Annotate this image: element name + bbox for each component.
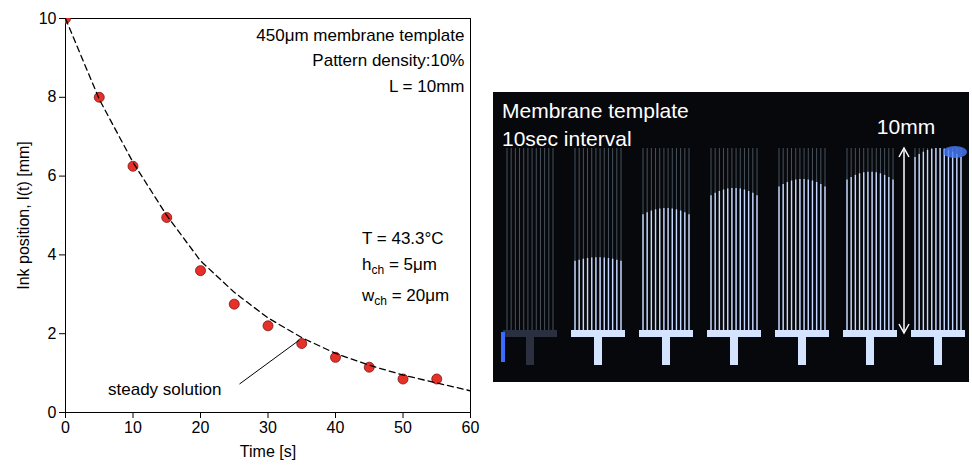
svg-text:10: 10	[124, 419, 142, 436]
html-text:steady solution: steady solution	[108, 380, 222, 399]
html-text:wch= 20μm: wch= 20μm	[362, 286, 450, 309]
svg-text:10: 10	[39, 10, 57, 27]
svg-text:450μm membrane templatePattern: 450μm membrane templatePattern density:1…	[256, 26, 464, 96]
svg-text:20: 20	[192, 419, 210, 436]
svg-text:40: 40	[327, 419, 345, 436]
svg-text:2: 2	[48, 325, 57, 342]
svg-text:30: 30	[259, 419, 277, 436]
svg-text:4: 4	[48, 246, 57, 263]
svg-text:10sec interval: 10sec interval	[502, 127, 632, 150]
svg-text:8: 8	[48, 88, 57, 105]
svg-text:0: 0	[61, 419, 70, 436]
svg-text:10mm: 10mm	[877, 115, 935, 138]
svg-text:60: 60	[462, 419, 480, 436]
svg-text:0: 0	[48, 404, 57, 421]
svg-text:Ink position, l(t) [mm]: Ink position, l(t) [mm]	[15, 141, 32, 289]
html-text:T = 43.3°C: T = 43.3°C	[362, 229, 444, 248]
svg-text:6: 6	[48, 167, 57, 184]
svg-text:50: 50	[394, 419, 412, 436]
svg-text:Membrane template: Membrane template	[502, 99, 689, 122]
html-text:hch= 5μm: hch= 5μm	[362, 255, 437, 278]
svg-text:Time [s]: Time [s]	[240, 443, 296, 460]
